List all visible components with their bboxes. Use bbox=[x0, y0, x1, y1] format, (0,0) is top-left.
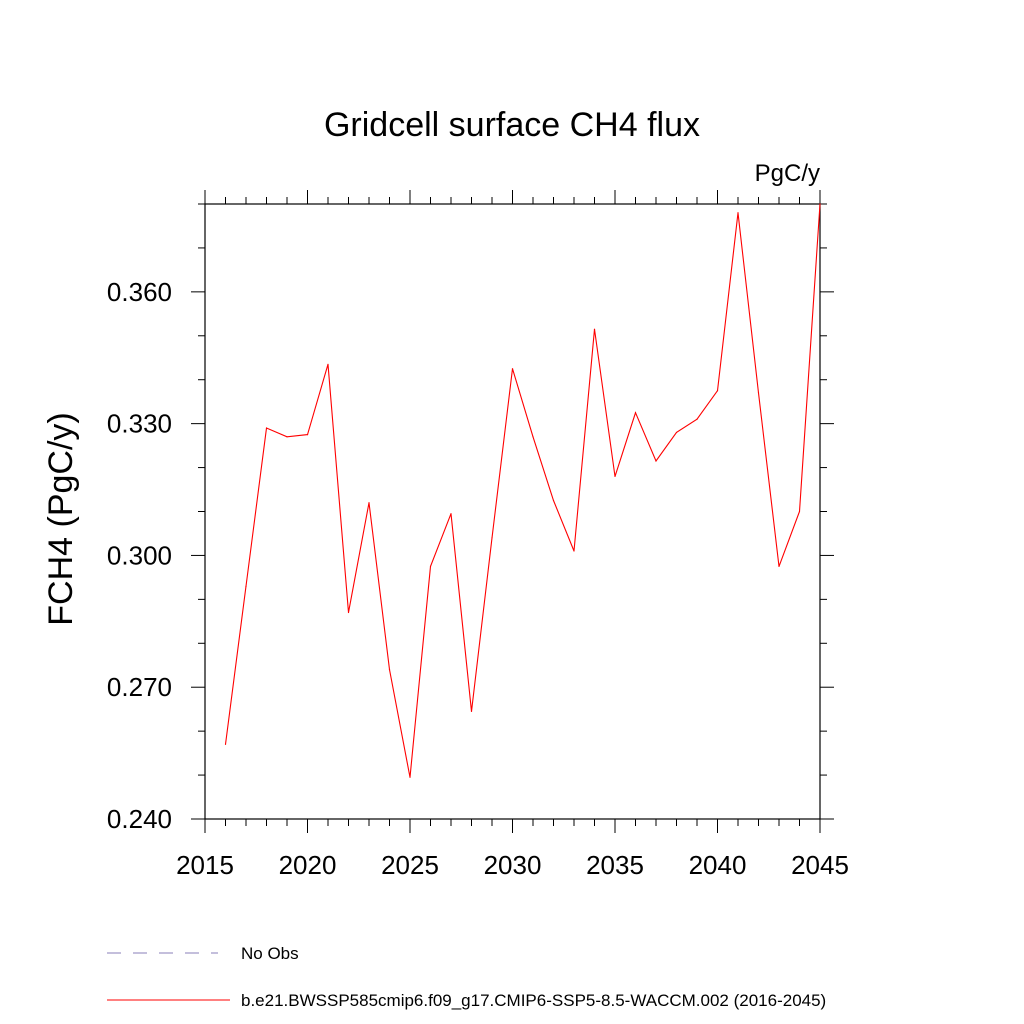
data-point bbox=[757, 392, 760, 394]
y-tick-label: 0.270 bbox=[107, 672, 172, 702]
plot-frame bbox=[204, 203, 821, 820]
series-layer bbox=[224, 203, 821, 778]
x-tick-label: 2030 bbox=[484, 850, 542, 880]
x-tick-label: 2035 bbox=[586, 850, 644, 880]
units-label: PgC/y bbox=[755, 160, 820, 187]
data-point bbox=[634, 412, 637, 414]
x-axis: 2015 2020 2025 2030 2035 2040 2045 bbox=[176, 190, 849, 880]
data-point bbox=[286, 436, 288, 438]
data-point bbox=[593, 328, 596, 330]
data-point bbox=[614, 475, 616, 477]
x-tick-label: 2040 bbox=[689, 850, 747, 880]
data-point bbox=[491, 537, 493, 539]
x-tick-label: 2025 bbox=[381, 850, 439, 880]
data-point bbox=[819, 203, 821, 205]
data-point bbox=[245, 585, 247, 587]
y-axis-label: FCH4 (PgC/y) bbox=[42, 412, 80, 625]
data-point bbox=[532, 436, 534, 438]
data-point bbox=[388, 669, 391, 671]
data-point bbox=[552, 499, 555, 502]
data-point bbox=[450, 513, 452, 515]
data-point bbox=[655, 460, 657, 462]
data-point bbox=[675, 431, 678, 434]
data-point bbox=[798, 510, 801, 513]
data-point bbox=[470, 710, 473, 712]
y-axis: 0.240 0.270 0.300 0.330 0.360 bbox=[107, 203, 834, 834]
chart-title: Gridcell surface CH4 flux bbox=[324, 106, 700, 144]
data-point bbox=[696, 418, 698, 420]
data-point bbox=[778, 565, 780, 568]
data-point bbox=[737, 212, 739, 214]
data-point bbox=[368, 502, 370, 504]
series-line-0 bbox=[224, 203, 821, 778]
data-point bbox=[573, 550, 575, 552]
data-point bbox=[511, 368, 514, 370]
data-point bbox=[409, 776, 411, 778]
x-tick-label: 2045 bbox=[791, 850, 849, 880]
data-point bbox=[347, 611, 350, 614]
y-tick-label: 0.330 bbox=[107, 409, 172, 439]
data-point bbox=[327, 363, 329, 365]
legend-label-no-obs: No Obs bbox=[241, 944, 299, 963]
data-point bbox=[429, 565, 432, 568]
y-tick-label: 0.300 bbox=[107, 540, 172, 570]
x-tick-label: 2020 bbox=[279, 850, 337, 880]
legend-label-model: b.e21.BWSSP585cmip6.f09_g17.CMIP6-SSP5-8… bbox=[241, 991, 826, 1010]
legend: No Obs b.e21.BWSSP585cmip6.f09_g17.CMIP6… bbox=[107, 944, 826, 1010]
y-tick-label: 0.240 bbox=[107, 804, 172, 834]
x-tick-label: 2015 bbox=[176, 850, 234, 880]
y-tick-label: 0.360 bbox=[107, 277, 172, 307]
data-point bbox=[224, 743, 227, 745]
data-point bbox=[265, 427, 268, 429]
data-point bbox=[716, 390, 719, 392]
data-point bbox=[306, 434, 309, 436]
